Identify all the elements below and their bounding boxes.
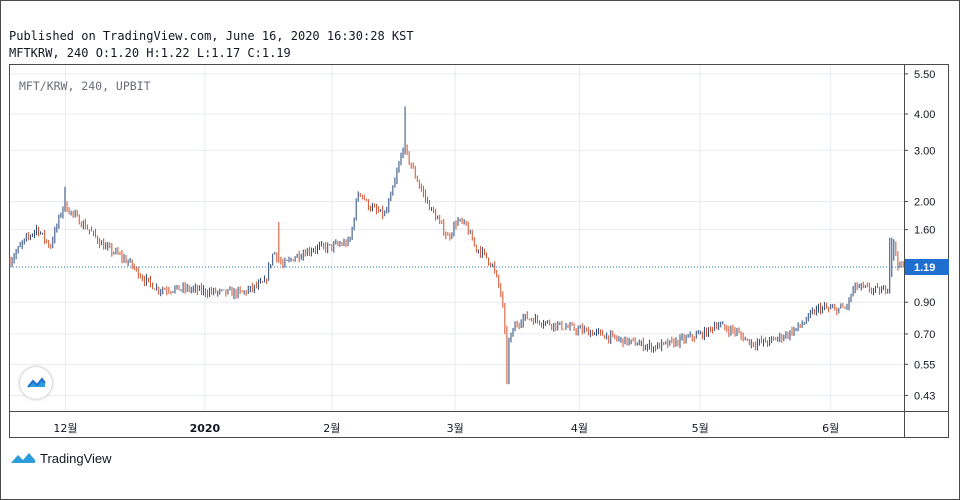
tradingview-cloud-icon	[11, 453, 35, 463]
symbol-label: MFT/KRW, 240, UPBIT	[19, 79, 151, 93]
published-info: Published on TradingView.com, June 16, 2…	[9, 29, 414, 43]
tradingview-cloud-icon	[27, 377, 46, 388]
y-tick-label: 0.90	[914, 297, 935, 309]
x-tick-label: 4월	[571, 422, 588, 435]
y-tick-label: 3.00	[914, 145, 935, 157]
tradingview-badge[interactable]	[20, 367, 52, 399]
x-tick-label: 5월	[692, 422, 709, 435]
y-tick-label: 0.43	[914, 390, 935, 402]
x-tick-label: 12월	[53, 422, 77, 435]
last-price-badge	[905, 258, 949, 275]
x-tick-label: 2월	[323, 422, 340, 435]
tradingview-brand-text: TradingView	[40, 450, 112, 466]
y-tick-label: 0.70	[914, 329, 935, 341]
y-tick-label: 5.50	[914, 69, 935, 81]
y-tick-label: 2.00	[914, 196, 935, 208]
x-tick-label: 3월	[447, 422, 464, 435]
tradingview-logo[interactable]: TradingView	[10, 450, 112, 466]
y-tick-label: 4.00	[914, 109, 935, 121]
y-tick-label: 0.55	[914, 359, 935, 371]
x-tick-label: 2020	[190, 422, 221, 435]
chart-pane[interactable]	[9, 64, 949, 438]
candles-group	[9, 106, 905, 385]
y-tick-label: 1.60	[914, 225, 935, 237]
ohlc-readout: MFTKRW, 240 O:1.20 H:1.22 L:1.17 C:1.19	[9, 46, 291, 60]
last-price-label: 1.19	[914, 262, 935, 274]
x-tick-label: 6월	[822, 422, 839, 435]
